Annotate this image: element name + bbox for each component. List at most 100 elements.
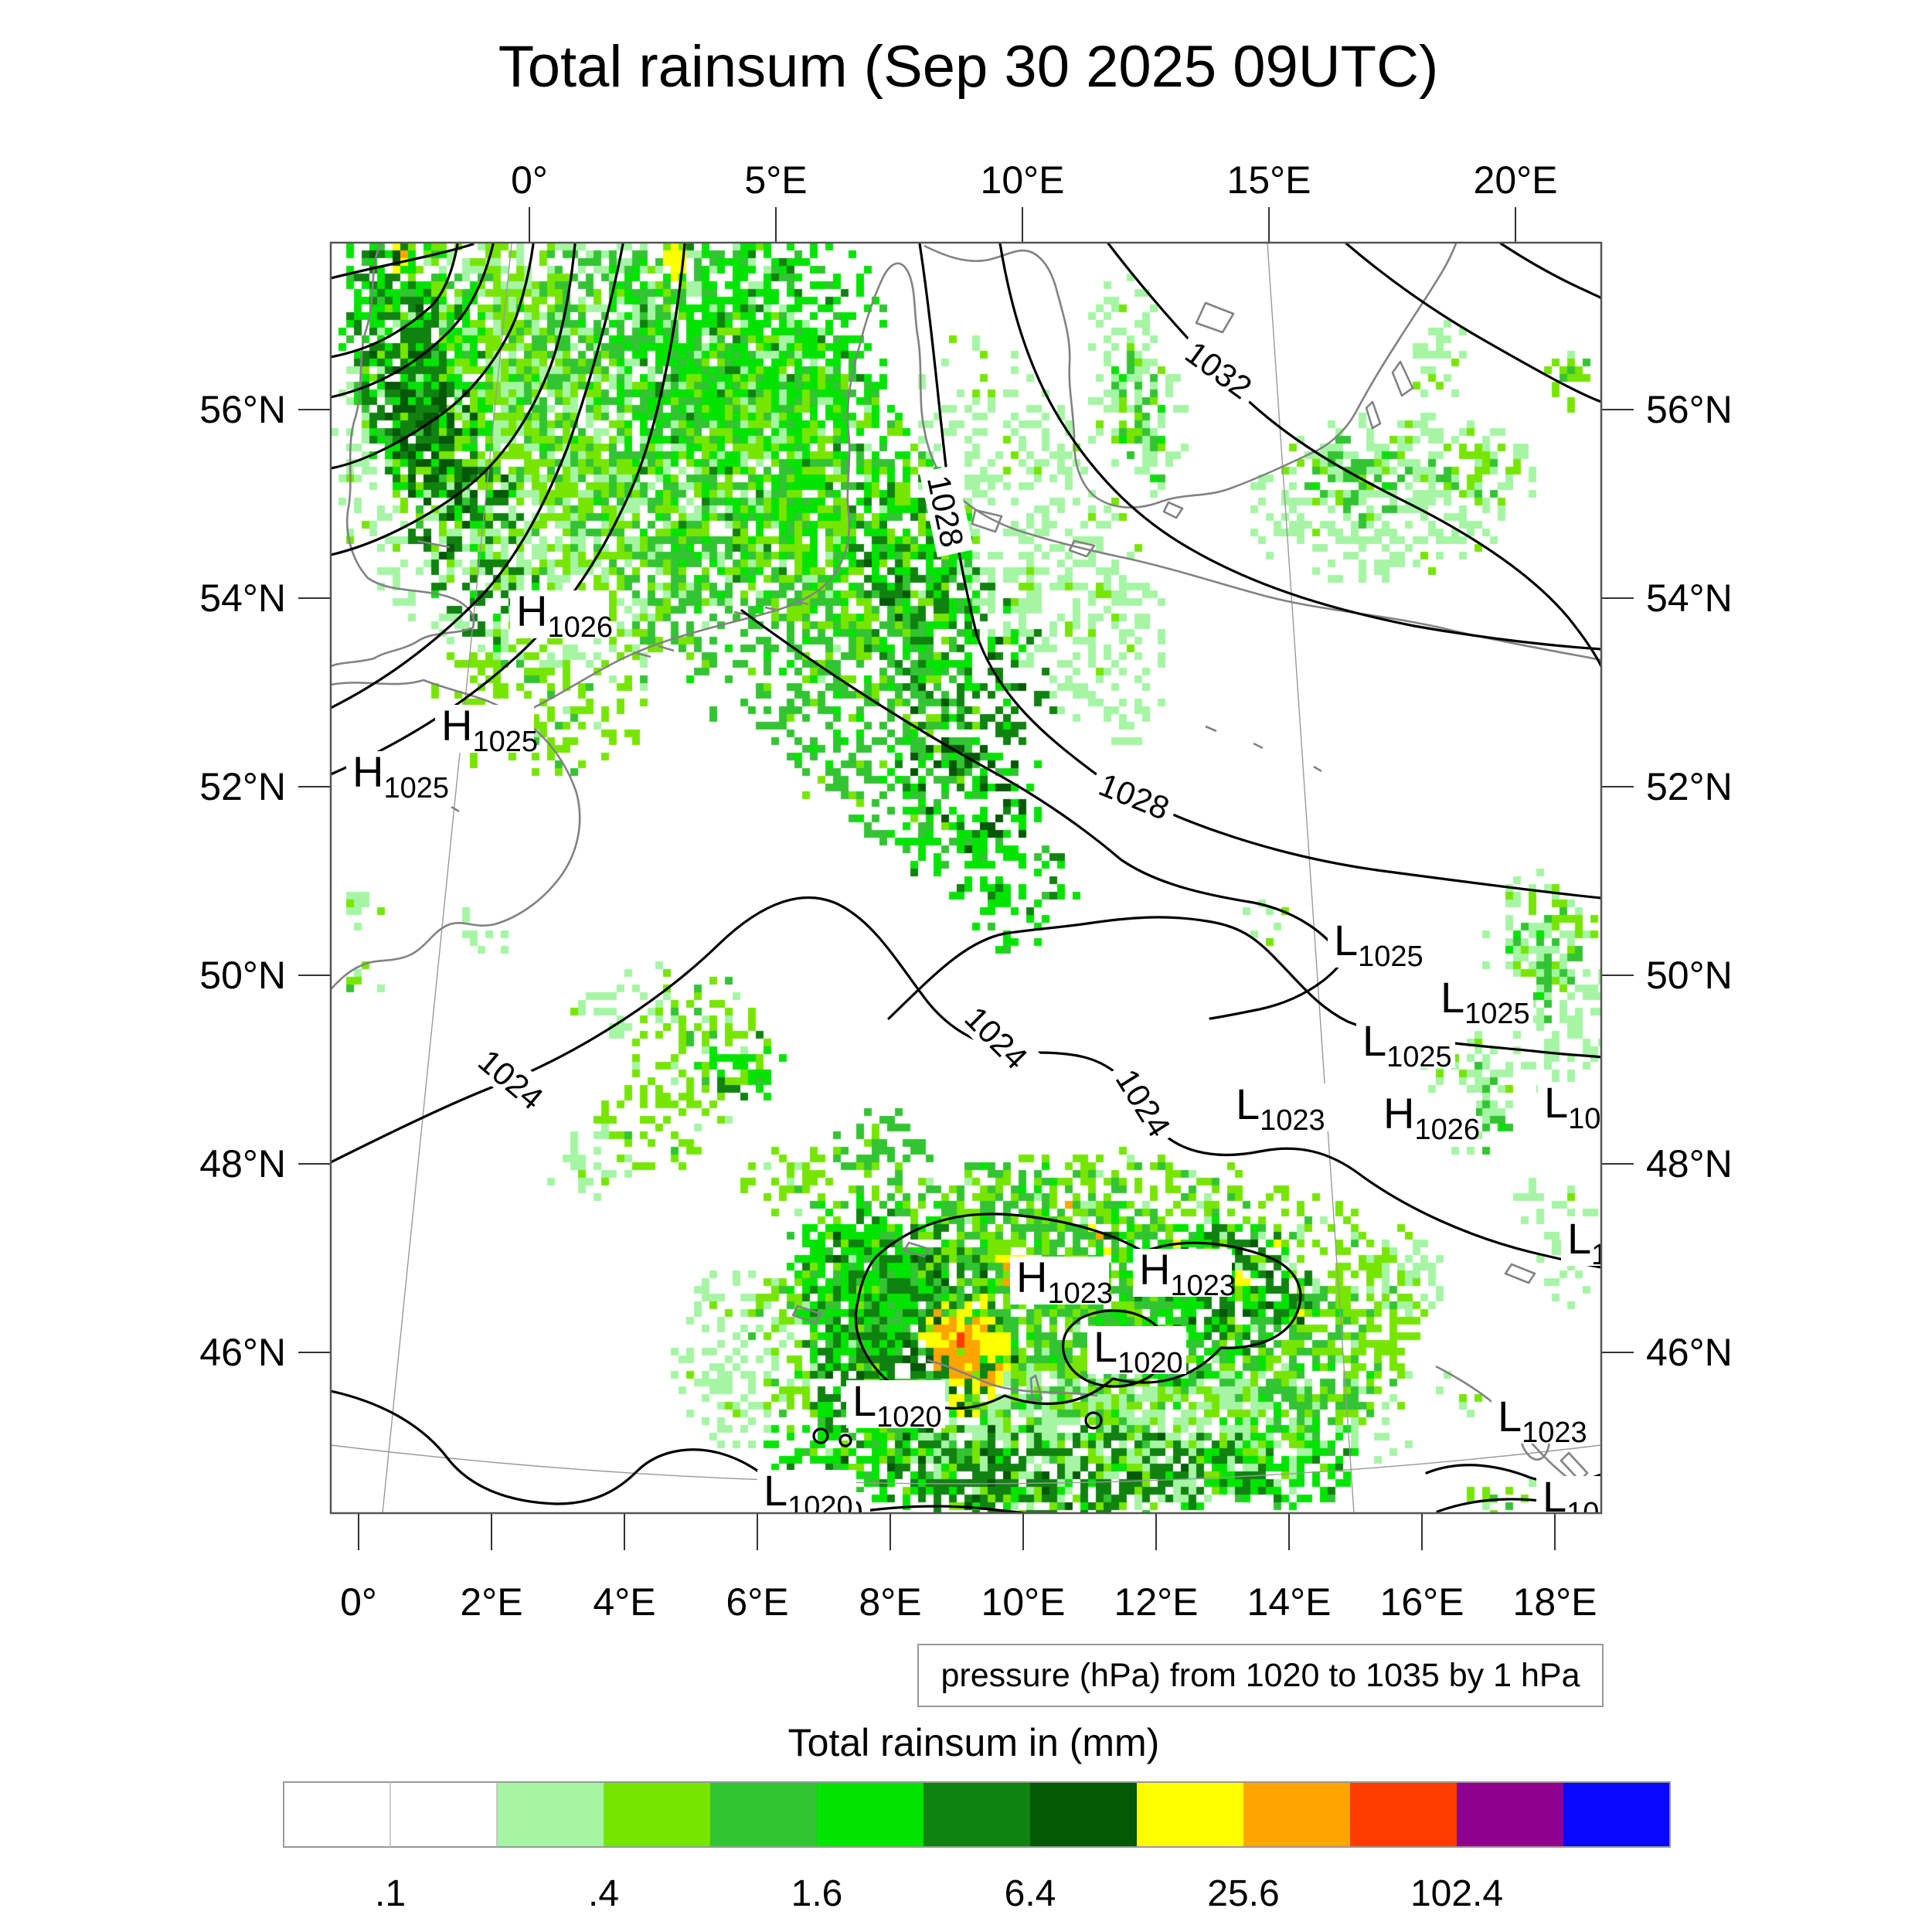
map-border <box>329 241 1603 1515</box>
coastline <box>971 509 1003 533</box>
axis-tick-label-right: 54°N <box>1646 577 1733 620</box>
pressure-contour <box>331 1389 805 1513</box>
pressure-contour <box>854 1213 1302 1410</box>
graticule-line <box>331 1444 1601 1485</box>
colorbar-cell <box>1563 1782 1670 1847</box>
colorbar-cell <box>1137 1782 1243 1847</box>
pressure-contour <box>918 243 1601 900</box>
axis-tick-label-bottom: 16°E <box>1380 1580 1464 1624</box>
coastline <box>1195 301 1235 334</box>
pressure-center-value: 1023 <box>1047 1277 1113 1310</box>
contour-label-background <box>953 993 1041 1081</box>
pressure-center-background <box>1538 1082 1601 1130</box>
pressure-center-value: 1025 <box>1464 998 1530 1030</box>
pressure-contour <box>1107 243 1601 668</box>
axis-tick-label-right: 46°N <box>1646 1331 1733 1374</box>
pressure-center-background <box>846 1380 945 1428</box>
pressure-center-value: 1025 <box>472 726 538 758</box>
pressure-center-low: L1020 <box>1087 1322 1186 1379</box>
pressure-center-value: 1025 <box>1358 940 1423 973</box>
pressure-contour <box>998 243 1601 651</box>
coastline <box>331 243 475 668</box>
colorbar-cell <box>1243 1782 1350 1847</box>
pressure-center-low: L1023 <box>1230 1080 1328 1137</box>
pressure-center-value: 1023 <box>1566 1497 1632 1529</box>
pressure-center-low: L1023 <box>1492 1392 1590 1449</box>
pressure-center-background <box>510 590 609 638</box>
pressure-center-value: 1023 <box>1260 1104 1325 1137</box>
figure-title: Total rainsum (Sep 30 2025 09UTC) <box>498 34 1439 100</box>
pressure-center-background <box>1087 1326 1186 1374</box>
colorbar-tick-label: 102.4 <box>1410 1873 1503 1914</box>
pressure-legend-text: pressure (hPa) from 1020 to 1035 by 1 hP… <box>940 1657 1580 1694</box>
pressure-center-background <box>1434 977 1533 1025</box>
pressure-contour <box>812 1427 829 1444</box>
colorbar-cell <box>817 1782 923 1847</box>
colorbar-tick-label: 6.4 <box>1005 1873 1056 1914</box>
axis-tick-label-left: 56°N <box>199 388 286 431</box>
coastline <box>331 679 581 990</box>
pressure-center-high: H1025 <box>435 701 538 758</box>
coastline <box>417 539 451 549</box>
colorbar-cell <box>604 1782 710 1847</box>
pressure-contour <box>838 1434 852 1447</box>
colorbar-cell <box>497 1782 604 1847</box>
pressure-center-value: 1025 <box>383 772 449 804</box>
pressure-center-low: L1025 <box>1328 916 1427 973</box>
pressure-contour <box>1084 1411 1103 1430</box>
axis-tick-label-left: 52°N <box>199 765 286 808</box>
pressure-contour <box>331 243 535 470</box>
contour-value-label: 1024 <box>953 993 1041 1081</box>
pressure-center-label: L1025 <box>1440 973 1530 1030</box>
pressure-center-high: H1026 <box>1377 1089 1480 1146</box>
pressure-center-low: L1020 <box>846 1376 945 1434</box>
axis-tick-label-left: 46°N <box>199 1331 286 1374</box>
pressure-center-background <box>1230 1083 1328 1131</box>
axis-tick-label-bottom: 2°E <box>460 1580 522 1624</box>
pressure-center-value: 1024 <box>1591 1239 1657 1271</box>
pressure-contour <box>1061 1309 1168 1388</box>
axis-tick-label-left: 48°N <box>199 1142 286 1185</box>
contour-label-background <box>1173 328 1266 410</box>
axis-tick-label-top: 20°E <box>1474 158 1558 202</box>
pressure-contour <box>1345 243 1601 403</box>
pressure-center-value: 1026 <box>1414 1114 1480 1146</box>
colorbar-cell <box>390 1782 497 1847</box>
contour-value-label: 1024 <box>1105 1056 1183 1149</box>
pressure-center-background <box>757 1470 856 1513</box>
colorbar-cell <box>1350 1782 1457 1847</box>
pressure-contour <box>331 243 459 359</box>
pressure-center-background <box>1492 1396 1590 1444</box>
pressure-center-low: L1020 <box>757 1466 856 1513</box>
contour-label-text: 1028 <box>920 472 971 550</box>
coastline <box>1068 539 1096 558</box>
pressure-contour <box>1499 243 1601 300</box>
pressure-contour <box>740 609 1346 1020</box>
colorbar-tick-label: 25.6 <box>1207 1873 1279 1914</box>
colorbar-tick-label: .1 <box>375 1873 406 1914</box>
pressure-center-low: L1025 <box>1356 1016 1455 1073</box>
pressure-contour <box>331 243 624 709</box>
pressure-center-background <box>1561 1218 1601 1266</box>
coastline <box>515 262 1601 717</box>
pressure-center-label: L1024 <box>1544 1078 1634 1135</box>
axes: 0° 5°E 10°E 15°E 20°E 0° 2°E 4°E 6°E 8°E 10°E 12°E 1… <box>199 158 1732 1624</box>
pressure-contour <box>331 243 495 399</box>
colorbar-tick-label: 1.6 <box>791 1873 843 1914</box>
coastline <box>1391 360 1414 397</box>
graticule-line <box>1267 243 1355 1513</box>
map-content: 1028103210281024102410241020 H1026H1025H… <box>331 243 1657 1529</box>
coastline <box>1504 1263 1536 1284</box>
pressure-center-background <box>1356 1020 1455 1068</box>
pressure-center-background <box>346 751 445 799</box>
graticule-line <box>382 243 512 1513</box>
colorbar-cell <box>923 1782 1030 1847</box>
pressure-center-value: 1023 <box>1522 1417 1587 1449</box>
pressure-center-background <box>1536 1476 1601 1513</box>
pressure-center-value: 1026 <box>547 611 613 644</box>
pressure-center-label: L1024 <box>1567 1214 1657 1271</box>
pressure-centers: H1026H1025H1025L1025L1025L1025H1026L1024… <box>346 587 1657 1529</box>
pressure-center-background <box>1133 1249 1232 1297</box>
